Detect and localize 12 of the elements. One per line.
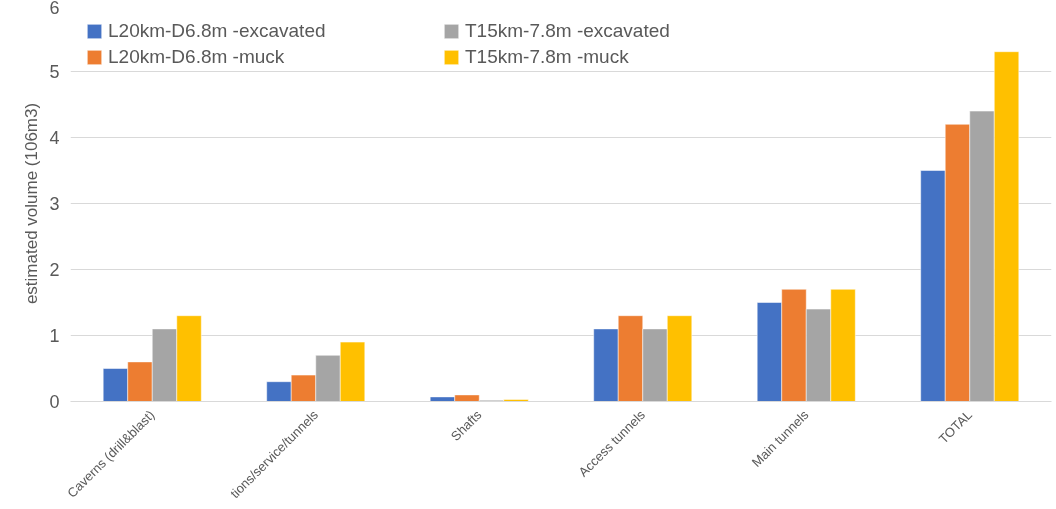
- y-tick-label: 6: [49, 0, 60, 18]
- legend-label: T15km-7.8m -muck: [465, 46, 630, 68]
- y-tick-label: 1: [49, 326, 60, 346]
- legend-label: T15km-7.8m -excavated: [465, 20, 671, 42]
- y-tick-label: 4: [49, 128, 60, 148]
- legend-label: L20km-D6.8m -muck: [108, 46, 286, 68]
- y-tick-label: 3: [49, 194, 60, 214]
- y-axis-title: estimated volume (106m3): [22, 102, 42, 305]
- y-tick-label: 5: [49, 62, 60, 82]
- legend-label: L20km-D6.8m -excavated: [108, 20, 327, 42]
- y-tick-label: 2: [49, 260, 60, 280]
- y-tick-label: 0: [49, 392, 60, 412]
